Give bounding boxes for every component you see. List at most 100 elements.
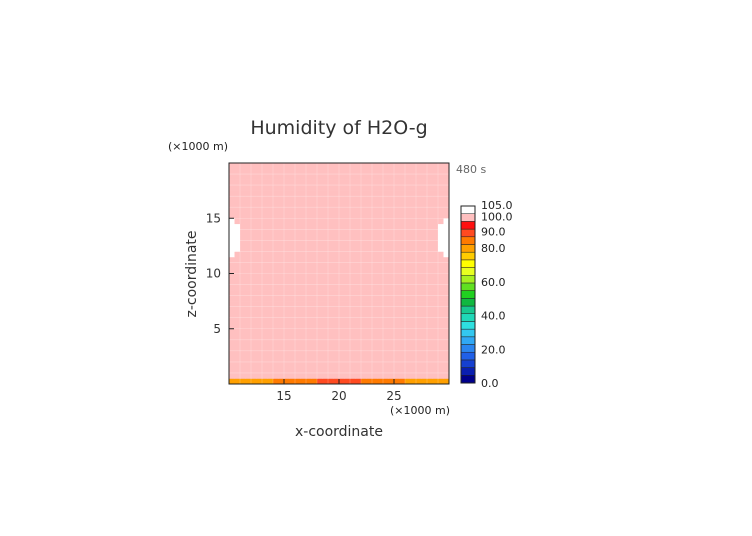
heatmap-cell <box>372 251 378 258</box>
colorbar-band <box>460 267 476 276</box>
heatmap-cell <box>278 179 285 186</box>
heatmap-cell <box>350 240 356 247</box>
heatmap-cell <box>350 279 356 285</box>
heatmap-cell <box>388 356 395 363</box>
heatmap-cell <box>350 179 356 186</box>
heatmap-cell <box>344 168 351 175</box>
heatmap-cell <box>339 174 345 180</box>
heatmap-cell <box>229 267 235 274</box>
heatmap-cell <box>333 218 340 225</box>
heatmap-cell <box>317 207 323 214</box>
colorbar-band <box>460 321 476 330</box>
heatmap-cell <box>427 356 433 363</box>
heatmap-cell <box>405 372 411 379</box>
heatmap-cell <box>339 190 345 197</box>
heatmap-cell <box>394 256 400 263</box>
heatmap-cell <box>295 284 301 291</box>
heatmap-cell <box>289 262 296 269</box>
heatmap-cell <box>278 190 285 197</box>
heatmap-cell <box>284 201 290 208</box>
heatmap-cell <box>322 350 329 357</box>
heatmap-cell <box>333 372 340 379</box>
heatmap-cell <box>322 378 329 385</box>
heatmap-cell <box>245 207 252 214</box>
heatmap-cell <box>262 284 268 291</box>
heatmap-cell <box>267 290 274 296</box>
heatmap-cell <box>245 174 252 180</box>
heatmap-cell <box>289 179 296 186</box>
heatmap-cell <box>234 168 241 175</box>
heatmap-cell <box>295 251 301 258</box>
heatmap-cell <box>322 240 329 247</box>
heatmap-cell <box>240 339 246 346</box>
heatmap-cell <box>234 251 241 258</box>
heatmap-cell <box>427 267 433 274</box>
heatmap-cell <box>284 174 290 180</box>
heatmap-cell <box>256 163 263 169</box>
heatmap-cell <box>416 301 422 307</box>
heatmap-cell <box>284 356 290 363</box>
heatmap-cell <box>388 229 395 236</box>
heatmap-cell <box>432 356 439 363</box>
heatmap-cell <box>399 179 406 186</box>
heatmap-cell <box>311 372 318 379</box>
colorbar-tick-label: 60.0 <box>481 276 506 289</box>
heatmap-cell <box>377 301 384 307</box>
heatmap-cell <box>410 207 417 214</box>
heatmap-cell <box>229 185 235 191</box>
heatmap-cell <box>410 361 417 368</box>
heatmap-cell <box>361 223 367 230</box>
heatmap-cell <box>388 339 395 346</box>
colorbar-band <box>460 205 476 214</box>
heatmap-cell <box>388 295 395 302</box>
heatmap-cell <box>311 361 318 368</box>
heatmap-cell <box>333 223 340 230</box>
heatmap-cell <box>394 350 400 357</box>
heatmap-cell <box>432 229 439 236</box>
heatmap-cell <box>355 273 362 280</box>
x-tick-label: 15 <box>276 389 291 403</box>
heatmap-cell <box>245 367 252 374</box>
heatmap-cell <box>427 312 433 318</box>
heatmap-cell <box>383 201 389 208</box>
heatmap-cell <box>405 279 411 285</box>
heatmap-cell <box>322 229 329 236</box>
heatmap-cell <box>267 256 274 263</box>
heatmap-cell <box>438 256 444 263</box>
heatmap-cell <box>432 256 439 263</box>
heatmap-cell <box>251 356 257 363</box>
heatmap-cell <box>339 163 345 169</box>
heatmap-cell <box>421 339 428 346</box>
heatmap-cell <box>344 174 351 180</box>
heatmap-cell <box>251 201 257 208</box>
heatmap-cell <box>383 190 389 197</box>
heatmap-cell <box>438 207 444 214</box>
heatmap-cell <box>234 256 241 263</box>
heatmap-cell <box>300 262 307 269</box>
heatmap-cell <box>344 334 351 341</box>
heatmap-cell <box>350 262 356 269</box>
heatmap-cell <box>267 196 274 202</box>
heatmap-cell <box>322 295 329 302</box>
heatmap-cell <box>240 218 246 225</box>
heatmap-cell <box>443 245 450 252</box>
heatmap-cell <box>229 212 235 219</box>
heatmap-cell <box>366 212 373 219</box>
heatmap-cell <box>273 339 279 346</box>
heatmap-cell <box>240 234 246 241</box>
heatmap-cell <box>300 328 307 335</box>
heatmap-cell <box>416 168 422 175</box>
heatmap-cell <box>355 256 362 263</box>
heatmap-cell <box>399 312 406 318</box>
heatmap-cell <box>377 201 384 208</box>
heatmap-cell <box>350 367 356 374</box>
heatmap-cell <box>399 306 406 313</box>
heatmap-cell <box>366 174 373 180</box>
heatmap-cell <box>421 201 428 208</box>
heatmap-cell <box>300 196 307 202</box>
heatmap-cell <box>394 185 400 191</box>
heatmap-cell <box>427 196 433 202</box>
heatmap-cell <box>300 256 307 263</box>
heatmap-cell <box>410 279 417 285</box>
heatmap-cell <box>311 212 318 219</box>
